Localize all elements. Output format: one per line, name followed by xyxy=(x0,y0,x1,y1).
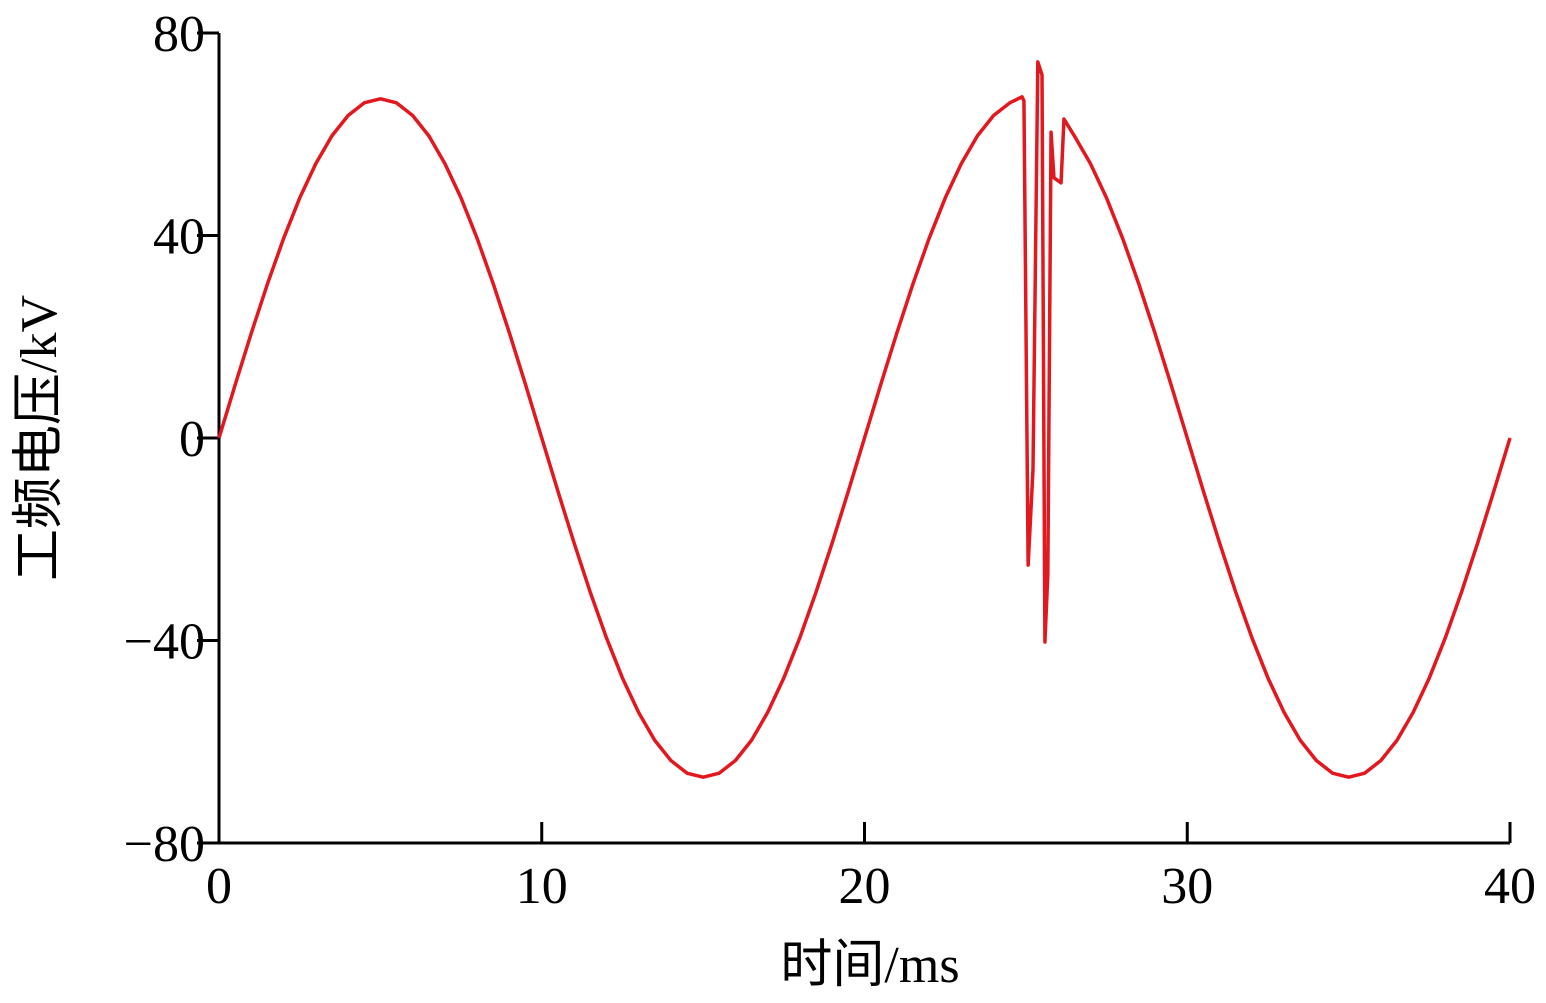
y-tick-label: 40 xyxy=(153,209,205,266)
y-tick-label: −40 xyxy=(124,614,205,671)
x-axis-label: 时间/ms xyxy=(780,937,959,994)
y-tick-label: −80 xyxy=(124,816,205,873)
x-tick-label: 0 xyxy=(206,858,232,915)
x-tick-label: 40 xyxy=(1484,858,1536,915)
y-tick-label: 80 xyxy=(153,6,205,63)
data-line xyxy=(217,60,1512,779)
x-tick-label: 20 xyxy=(839,858,891,915)
x-tick-label: 30 xyxy=(1161,858,1213,915)
y-tick-label: 0 xyxy=(179,411,205,468)
x-tick-label: 10 xyxy=(516,858,568,915)
y-axis-label: 工频电压/kV xyxy=(11,295,68,581)
